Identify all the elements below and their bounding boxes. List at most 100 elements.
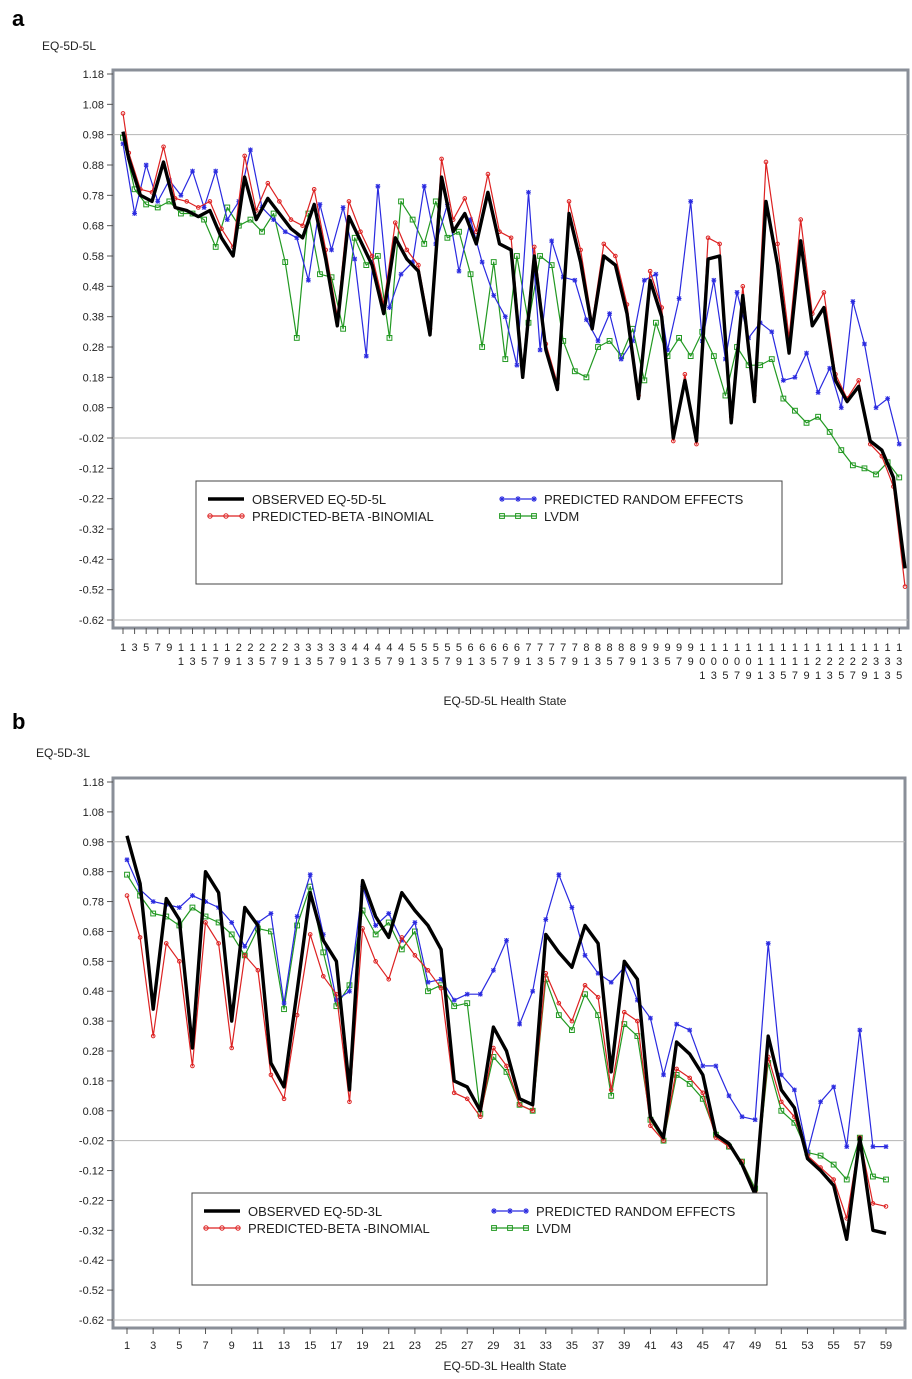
data-point bbox=[178, 192, 184, 198]
data-point bbox=[176, 905, 182, 910]
y-tick-label: 0.18 bbox=[83, 372, 104, 384]
data-point bbox=[870, 1173, 876, 1180]
x-tick-label-digit: 6 bbox=[491, 642, 497, 654]
legend-marker bbox=[203, 1225, 209, 1231]
data-point bbox=[444, 234, 451, 241]
legend-marker bbox=[235, 1225, 241, 1231]
data-point bbox=[478, 1114, 483, 1120]
x-tick-label-digit: 5 bbox=[317, 656, 323, 668]
legend-marker bbox=[219, 1225, 225, 1231]
data-point bbox=[363, 353, 369, 359]
x-tick-label-digit: 9 bbox=[746, 670, 752, 682]
x-tick-label: 1 3 1 bbox=[873, 642, 879, 682]
data-point bbox=[873, 471, 879, 478]
x-tick-label-digit: 2 bbox=[861, 656, 867, 668]
x-tick-label-digit: 7 bbox=[850, 670, 856, 682]
data-point bbox=[229, 1045, 234, 1051]
legend-marker bbox=[523, 1225, 529, 1231]
data-point bbox=[347, 988, 352, 994]
x-tick-label-digit: 0 bbox=[746, 656, 752, 668]
data-point bbox=[307, 932, 313, 937]
data-point bbox=[268, 911, 274, 916]
x-tick-label-digit: 1 bbox=[178, 642, 184, 654]
data-point bbox=[661, 1072, 666, 1078]
data-point bbox=[270, 210, 277, 217]
x-tick-label: 1 1 5 bbox=[780, 642, 786, 682]
data-point bbox=[150, 910, 157, 917]
data-point bbox=[815, 390, 821, 395]
data-point bbox=[196, 205, 201, 210]
data-point bbox=[673, 1072, 680, 1078]
x-tick-label-digit: 9 bbox=[861, 670, 867, 682]
data-point bbox=[608, 979, 614, 985]
data-point bbox=[317, 271, 323, 278]
legend-label: OBSERVED EQ-5D-3L bbox=[248, 1204, 382, 1219]
data-point bbox=[768, 356, 775, 363]
x-tick-label-digit: 1 bbox=[236, 656, 242, 668]
data-point bbox=[352, 256, 358, 262]
y-tick-label: 0.08 bbox=[83, 403, 104, 415]
data-point bbox=[817, 1152, 824, 1159]
x-tick-label-digit: 7 bbox=[792, 670, 798, 682]
data-point bbox=[648, 1015, 653, 1021]
x-tick-label-digit: 5 bbox=[838, 670, 844, 682]
x-tick-label-digit: 3 bbox=[711, 670, 717, 682]
x-tick-label-digit: 1 bbox=[792, 642, 798, 654]
data-point bbox=[582, 982, 588, 988]
data-point bbox=[456, 268, 462, 274]
data-point bbox=[608, 1092, 615, 1099]
y-tick-label: 0.08 bbox=[83, 1106, 104, 1118]
y-tick-label: 0.18 bbox=[83, 1076, 104, 1088]
x-tick-label-digit: 9 bbox=[664, 642, 670, 654]
x-tick-label: 1 2 3 bbox=[827, 642, 833, 682]
y-tick-label: 0.38 bbox=[83, 312, 104, 324]
y-tick-label: 0.38 bbox=[83, 1016, 104, 1028]
x-tick-label: 1 0 5 bbox=[722, 642, 728, 682]
data-point bbox=[543, 917, 549, 922]
x-tick-label: 1 0 7 bbox=[734, 642, 740, 682]
data-point bbox=[676, 296, 682, 301]
data-point bbox=[451, 1090, 457, 1096]
x-tick-label-digit: 3 bbox=[305, 642, 311, 654]
data-point bbox=[885, 396, 891, 401]
x-tick-label-digit: 1 bbox=[467, 656, 473, 668]
data-point bbox=[305, 277, 311, 283]
y-tick-label: -0.52 bbox=[79, 1285, 104, 1297]
legend-marker bbox=[491, 1208, 497, 1214]
x-tick-label-digit: 9 bbox=[641, 642, 647, 654]
data-point bbox=[404, 247, 410, 253]
y-tick-label: 0.58 bbox=[83, 956, 104, 968]
data-point bbox=[333, 997, 339, 1003]
data-point bbox=[717, 241, 722, 247]
data-point bbox=[711, 277, 717, 283]
data-point bbox=[843, 1176, 850, 1183]
x-tick-label-digit: 1 bbox=[699, 642, 705, 654]
data-point bbox=[464, 1096, 470, 1102]
x-tick-label-digit: 3 bbox=[827, 670, 833, 682]
x-tick-label-digit: 3 bbox=[317, 642, 323, 654]
plot-frame bbox=[111, 776, 907, 1330]
data-point bbox=[358, 229, 363, 235]
x-tick-label-digit: 3 bbox=[421, 656, 427, 668]
data-point bbox=[849, 462, 856, 469]
x-tick-label-digit: 9 bbox=[166, 642, 172, 654]
data-point bbox=[491, 967, 496, 973]
data-point bbox=[653, 271, 659, 277]
x-tick-label-digit: 1 bbox=[885, 642, 891, 654]
data-point bbox=[621, 1009, 627, 1015]
legend-marker bbox=[499, 496, 505, 502]
data-point bbox=[242, 943, 248, 949]
data-point bbox=[873, 405, 879, 411]
data-point bbox=[268, 1072, 274, 1078]
data-point bbox=[896, 474, 903, 481]
data-point bbox=[203, 920, 208, 925]
x-tick-label: 37 bbox=[592, 1340, 604, 1352]
x-tick-label: 57 bbox=[854, 1340, 866, 1352]
data-point bbox=[294, 914, 300, 919]
x-tick-label: 15 bbox=[304, 1340, 316, 1352]
x-axis-title: EQ-5D-5L Health State bbox=[444, 694, 567, 708]
data-point bbox=[386, 335, 393, 341]
